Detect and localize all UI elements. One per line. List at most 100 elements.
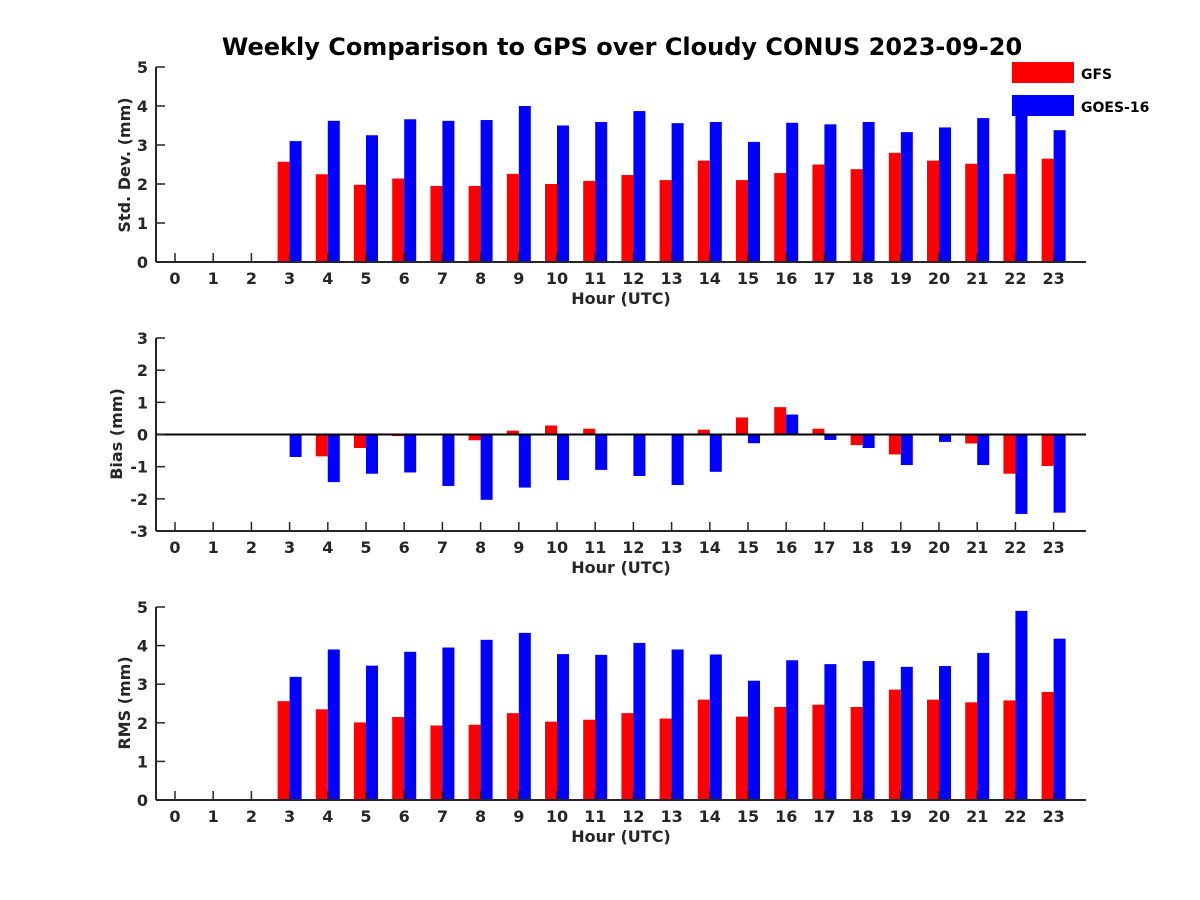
bar-stddev-goes16-h22	[1015, 97, 1028, 262]
x-tick-label-stddev: 23	[1042, 269, 1064, 288]
x-tick-label-rms: 5	[360, 807, 371, 826]
x-tick-label-bias: 9	[513, 538, 524, 557]
bar-stddev-gfs-h4	[315, 174, 328, 262]
y-tick-label-stddev: 3	[137, 136, 148, 155]
x-tick-label-bias: 14	[699, 538, 721, 557]
bar-rms-goes16-h15	[748, 680, 760, 800]
x-tick-label-rms: 9	[513, 807, 524, 826]
bar-stddev-gfs-h10	[545, 184, 557, 262]
bar-stddev-goes16-h23	[1053, 130, 1066, 262]
x-tick-label-bias: 21	[966, 538, 988, 557]
bar-bias-gfs-h8	[468, 434, 481, 441]
x-tick-label-rms: 20	[928, 807, 950, 826]
bar-rms-gfs-h11	[583, 719, 596, 800]
bar-stddev-gfs-h16	[774, 173, 787, 262]
bar-bias-gfs-h22	[1003, 434, 1016, 474]
y-axis-label-bias: Bias (mm)	[107, 388, 126, 480]
x-tick-label-bias: 11	[584, 538, 606, 557]
bar-bias-goes16-h23	[1053, 434, 1066, 513]
bar-stddev-goes16-h21	[977, 118, 990, 262]
bar-bias-gfs-h11	[583, 428, 596, 435]
bar-stddev-gfs-h5	[354, 184, 366, 262]
x-tick-label-rms: 22	[1004, 807, 1026, 826]
x-tick-label-stddev: 2	[246, 269, 257, 288]
bar-rms-goes16-h4	[327, 649, 340, 800]
x-tick-label-bias: 19	[890, 538, 912, 557]
bar-rms-goes16-h16	[786, 660, 799, 800]
bar-rms-goes16-h17	[824, 664, 837, 800]
x-tick-label-stddev: 14	[699, 269, 721, 288]
bar-stddev-gfs-h23	[1041, 158, 1054, 262]
x-tick-label-bias: 16	[775, 538, 797, 557]
x-tick-label-rms: 1	[208, 807, 219, 826]
bar-stddev-goes16-h13	[671, 123, 684, 262]
y-tick-label-rms: 4	[137, 637, 148, 656]
bar-rms-gfs-h14	[697, 699, 710, 800]
x-tick-label-stddev: 8	[475, 269, 486, 288]
x-tick-label-stddev: 19	[890, 269, 912, 288]
y-tick-label-bias: 3	[137, 329, 148, 348]
x-tick-label-rms: 11	[584, 807, 606, 826]
bar-rms-goes16-h5	[366, 665, 378, 800]
y-tick-label-bias: -2	[130, 490, 148, 509]
x-tick-label-stddev: 21	[966, 269, 988, 288]
bar-rms-gfs-h13	[659, 718, 672, 800]
bar-stddev-goes16-h8	[480, 120, 493, 262]
bar-stddev-gfs-h7	[430, 185, 443, 262]
bar-rms-goes16-h11	[595, 654, 608, 800]
bar-rms-gfs-h21	[965, 702, 978, 800]
bar-rms-gfs-h23	[1041, 691, 1054, 800]
bar-stddev-goes16-h15	[748, 141, 760, 262]
bar-stddev-goes16-h5	[366, 135, 378, 262]
y-tick-label-bias: -3	[130, 522, 148, 541]
bar-rms-gfs-h19	[888, 689, 901, 800]
bar-bias-gfs-h23	[1041, 434, 1054, 467]
bar-bias-goes16-h3	[289, 434, 302, 458]
bar-rms-goes16-h7	[442, 647, 455, 800]
bar-rms-gfs-h3	[277, 701, 290, 800]
bar-stddev-goes16-h14	[709, 121, 722, 263]
y-tick-label-rms: 3	[137, 675, 148, 694]
bar-stddev-goes16-h18	[862, 121, 875, 263]
x-tick-label-rms: 18	[851, 807, 873, 826]
x-tick-label-rms: 23	[1042, 807, 1064, 826]
y-tick-label-rms: 1	[137, 752, 148, 771]
bar-bias-goes16-h9	[518, 434, 531, 488]
y-axis-label-rms: RMS (mm)	[115, 656, 134, 749]
bar-bias-gfs-h17	[812, 428, 825, 435]
bar-bias-goes16-h15	[748, 434, 760, 444]
bar-bias-goes16-h5	[366, 434, 378, 474]
bar-rms-goes16-h21	[977, 652, 990, 800]
bar-rms-goes16-h12	[633, 642, 646, 800]
x-tick-label-bias: 23	[1042, 538, 1064, 557]
bar-rms-gfs-h16	[774, 706, 787, 800]
x-tick-label-stddev: 6	[399, 269, 410, 288]
bar-bias-goes16-h10	[557, 434, 569, 481]
bar-rms-gfs-h6	[392, 717, 405, 800]
bar-stddev-gfs-h15	[736, 180, 748, 262]
x-axis-label-stddev: Hour (UTC)	[571, 289, 671, 308]
bar-rms-gfs-h7	[430, 725, 443, 800]
bar-stddev-goes16-h6	[404, 119, 417, 262]
x-tick-label-rms: 17	[813, 807, 835, 826]
bar-rms-goes16-h19	[900, 666, 913, 800]
bar-stddev-gfs-h9	[506, 173, 519, 262]
x-tick-label-stddev: 7	[437, 269, 448, 288]
bar-rms-goes16-h10	[557, 654, 569, 800]
x-tick-label-stddev: 20	[928, 269, 950, 288]
bar-rms-gfs-h18	[850, 706, 863, 800]
bar-bias-goes16-h6	[404, 434, 417, 473]
bar-stddev-gfs-h11	[583, 180, 596, 262]
bar-stddev-gfs-h6	[392, 178, 405, 262]
x-tick-label-rms: 2	[246, 807, 257, 826]
x-axis-label-rms: Hour (UTC)	[571, 827, 671, 846]
bar-rms-gfs-h15	[736, 716, 748, 800]
x-tick-label-stddev: 11	[584, 269, 606, 288]
bar-rms-goes16-h13	[671, 649, 684, 800]
figure-title: Weekly Comparison to GPS over Cloudy CON…	[222, 33, 1022, 61]
bar-bias-goes16-h7	[442, 434, 455, 486]
legend-label-gfs: GFS	[1081, 67, 1112, 83]
x-tick-label-bias: 4	[322, 538, 333, 557]
